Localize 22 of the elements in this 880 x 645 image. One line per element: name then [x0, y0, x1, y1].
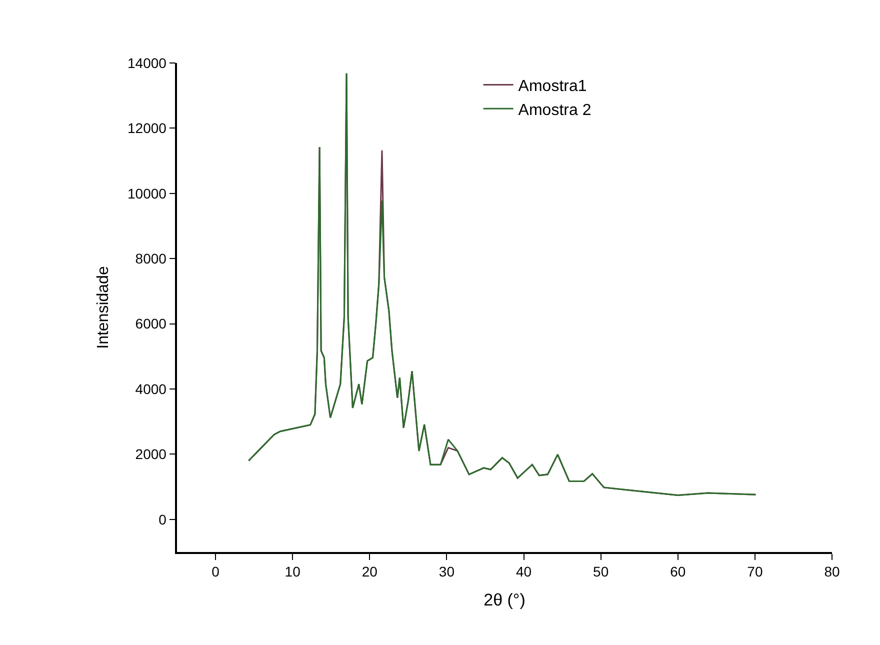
- x-tick-label: 70: [747, 564, 763, 580]
- y-tick-label: 6000: [135, 316, 167, 332]
- y-tick-label: 10000: [128, 185, 167, 202]
- y-tick-label: 14000: [128, 54, 167, 71]
- x-tick-label: 0: [212, 564, 220, 580]
- y-tick-label: 12000: [128, 120, 167, 136]
- y-tick-label: 4000: [135, 380, 167, 397]
- line-series: [248, 72, 756, 496]
- x-tick-label: 30: [438, 564, 455, 580]
- y-tick-label: 8000: [135, 250, 167, 266]
- x-tick-label: 20: [362, 564, 378, 580]
- y-axis-title: Intensidade: [94, 266, 112, 349]
- x-tick-label: 80: [824, 564, 840, 580]
- legend-label: Amostra1: [518, 78, 587, 96]
- y-tick-label: 0: [158, 511, 167, 528]
- legend-label: Amostra 2: [518, 102, 592, 119]
- x-tick-label: 60: [670, 564, 686, 580]
- x-tick-label: 40: [516, 564, 532, 580]
- x-axis-title: 2θ (°): [484, 590, 526, 610]
- y-tick-label: 2000: [135, 446, 167, 462]
- x-tick-label: 50: [593, 564, 609, 580]
- x-tick-label: 10: [284, 564, 301, 580]
